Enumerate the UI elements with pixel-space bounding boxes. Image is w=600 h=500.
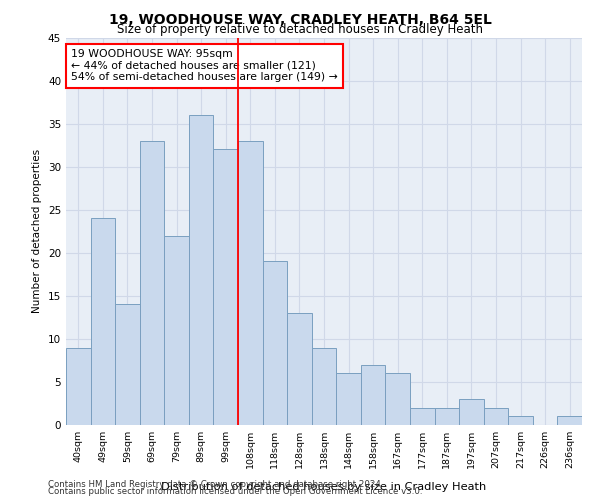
Bar (312, 348, 336, 425)
Bar (189, 115, 214, 425)
Bar (484, 408, 508, 425)
Text: 19, WOODHOUSE WAY, CRADLEY HEATH, B64 5EL: 19, WOODHOUSE WAY, CRADLEY HEATH, B64 5E… (109, 12, 491, 26)
Bar (164, 236, 189, 425)
Bar (66, 348, 91, 425)
Bar (91, 218, 115, 425)
Text: Contains public sector information licensed under the Open Government Licence v3: Contains public sector information licen… (48, 487, 422, 496)
Bar (361, 364, 385, 425)
X-axis label: Distribution of detached houses by size in Cradley Heath: Distribution of detached houses by size … (161, 482, 487, 492)
Bar (557, 416, 582, 425)
Bar (434, 408, 459, 425)
Y-axis label: Number of detached properties: Number of detached properties (32, 149, 43, 314)
Bar (263, 262, 287, 425)
Bar (214, 150, 238, 425)
Bar (385, 374, 410, 425)
Bar (336, 374, 361, 425)
Bar (140, 141, 164, 425)
Text: Contains HM Land Registry data © Crown copyright and database right 2024.: Contains HM Land Registry data © Crown c… (48, 480, 383, 489)
Text: Size of property relative to detached houses in Cradley Heath: Size of property relative to detached ho… (117, 22, 483, 36)
Bar (508, 416, 533, 425)
Bar (238, 141, 263, 425)
Bar (115, 304, 140, 425)
Bar (410, 408, 434, 425)
Bar (459, 399, 484, 425)
Text: 19 WOODHOUSE WAY: 95sqm
← 44% of detached houses are smaller (121)
54% of semi-d: 19 WOODHOUSE WAY: 95sqm ← 44% of detache… (71, 49, 338, 82)
Bar (287, 313, 312, 425)
